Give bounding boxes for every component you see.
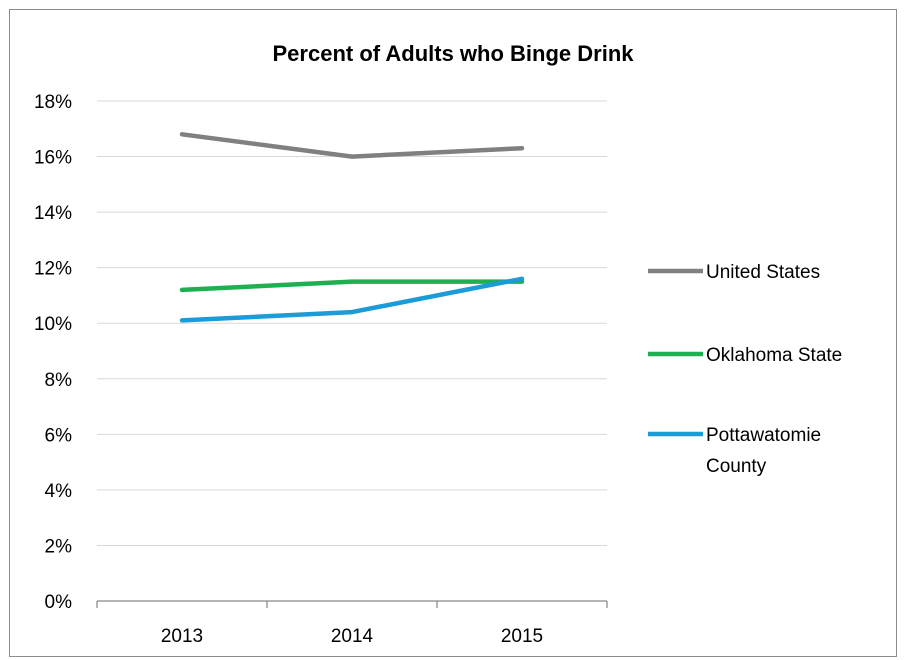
x-axis [96, 600, 608, 608]
x-tick-label: 2015 [501, 626, 543, 647]
legend: United States Oklahoma State Pottawatomie C… [648, 262, 842, 477]
chart-frame [9, 9, 897, 657]
y-tick-label: 0% [45, 592, 73, 613]
x-tick-label: 2013 [161, 626, 203, 647]
series-lines [179, 132, 525, 323]
y-tick-label: 10% [34, 314, 72, 335]
legend-label: Oklahoma State [706, 345, 842, 366]
series-line [179, 132, 525, 159]
legend-label: Pottawatomie County [706, 425, 821, 477]
y-tick-label: 12% [34, 259, 72, 280]
y-tick-label: 14% [34, 203, 72, 224]
x-tick-label: 2014 [331, 626, 374, 647]
y-tick-label: 16% [34, 148, 72, 169]
y-tick-label: 2% [45, 536, 73, 557]
x-axis-tick-labels: 2013 2014 2015 [161, 626, 543, 647]
y-tick-label: 4% [45, 481, 73, 502]
series-line [179, 279, 525, 293]
y-tick-label: 18% [34, 92, 72, 113]
chart-title: Percent of Adults who Binge Drink [273, 41, 635, 66]
legend-label: United States [706, 262, 820, 283]
y-tick-label: 6% [45, 425, 73, 446]
series-line [179, 276, 525, 323]
y-axis-tick-labels: 0% 2% 4% 6% 8% 10% 12% 14% 16% 18% [34, 92, 72, 613]
y-tick-label: 8% [45, 370, 73, 391]
gridlines [97, 100, 607, 546]
